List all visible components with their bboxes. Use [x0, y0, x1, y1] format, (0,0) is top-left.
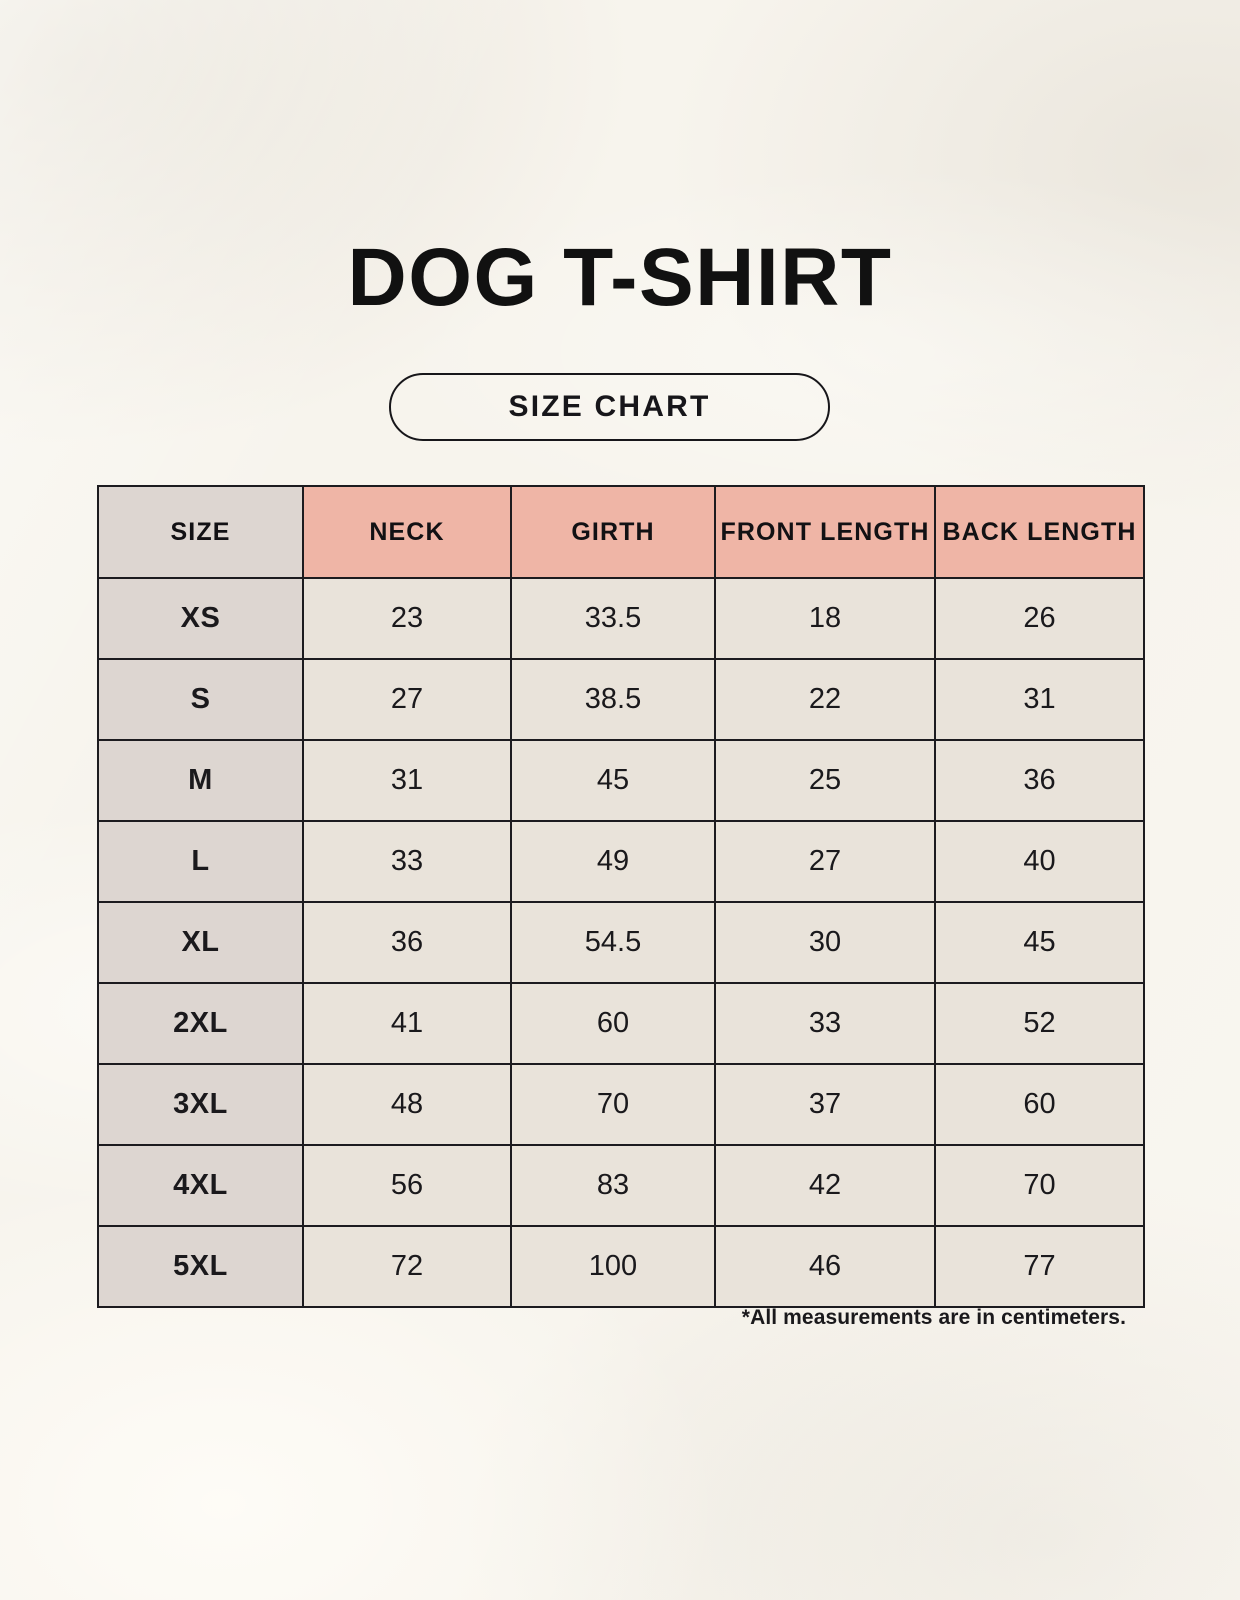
column-header-back-length: BACK LENGTH	[934, 485, 1145, 579]
cell-front-length: 46	[714, 1225, 936, 1308]
table-row: XL 36 54.5 30 45	[97, 901, 1145, 984]
cell-size: 3XL	[97, 1063, 304, 1146]
cell-front-length: 33	[714, 982, 936, 1065]
cell-neck: 48	[302, 1063, 512, 1146]
cell-front-length: 27	[714, 820, 936, 903]
cell-size: XS	[97, 577, 304, 660]
cell-neck: 33	[302, 820, 512, 903]
cell-girth: 100	[510, 1225, 716, 1308]
column-header-size: SIZE	[97, 485, 304, 579]
cell-neck: 41	[302, 982, 512, 1065]
cell-front-length: 25	[714, 739, 936, 822]
table-body: XS 23 33.5 18 26 S 27 38.5 22 31 M 31 45…	[97, 577, 1145, 1308]
cell-size: 2XL	[97, 982, 304, 1065]
cell-back-length: 40	[934, 820, 1145, 903]
cell-size: 5XL	[97, 1225, 304, 1308]
cell-girth: 54.5	[510, 901, 716, 984]
cell-front-length: 30	[714, 901, 936, 984]
size-chart-table: SIZE NECK GIRTH FRONT LENGTH BACK LENGTH…	[97, 485, 1145, 1308]
cell-front-length: 42	[714, 1144, 936, 1227]
cell-size: XL	[97, 901, 304, 984]
cell-size: L	[97, 820, 304, 903]
cell-front-length: 18	[714, 577, 936, 660]
cell-girth: 45	[510, 739, 716, 822]
cell-front-length: 37	[714, 1063, 936, 1146]
table-row: M 31 45 25 36	[97, 739, 1145, 822]
cell-neck: 56	[302, 1144, 512, 1227]
cell-girth: 33.5	[510, 577, 716, 660]
cell-back-length: 31	[934, 658, 1145, 741]
cell-girth: 70	[510, 1063, 716, 1146]
cell-size: S	[97, 658, 304, 741]
table-row: 2XL 41 60 33 52	[97, 982, 1145, 1065]
cell-neck: 72	[302, 1225, 512, 1308]
table-row: L 33 49 27 40	[97, 820, 1145, 903]
cell-size: M	[97, 739, 304, 822]
size-chart-badge-label: SIZE CHART	[508, 390, 711, 423]
cell-neck: 31	[302, 739, 512, 822]
column-header-front-length: FRONT LENGTH	[714, 485, 936, 579]
table-row: S 27 38.5 22 31	[97, 658, 1145, 741]
table-row: 4XL 56 83 42 70	[97, 1144, 1145, 1227]
cell-back-length: 52	[934, 982, 1145, 1065]
cell-back-length: 36	[934, 739, 1145, 822]
column-header-neck: NECK	[302, 485, 512, 579]
cell-back-length: 45	[934, 901, 1145, 984]
cell-back-length: 26	[934, 577, 1145, 660]
table-header-row: SIZE NECK GIRTH FRONT LENGTH BACK LENGTH	[97, 485, 1145, 579]
cell-girth: 49	[510, 820, 716, 903]
cell-girth: 60	[510, 982, 716, 1065]
cell-size: 4XL	[97, 1144, 304, 1227]
cell-neck: 23	[302, 577, 512, 660]
page-title: DOG T-SHIRT	[347, 232, 893, 323]
cell-girth: 38.5	[510, 658, 716, 741]
cell-back-length: 70	[934, 1144, 1145, 1227]
table-row: 5XL 72 100 46 77	[97, 1225, 1145, 1308]
column-header-girth: GIRTH	[510, 485, 716, 579]
cell-front-length: 22	[714, 658, 936, 741]
cell-neck: 36	[302, 901, 512, 984]
cell-back-length: 60	[934, 1063, 1145, 1146]
cell-back-length: 77	[934, 1225, 1145, 1308]
table-row: XS 23 33.5 18 26	[97, 577, 1145, 660]
cell-girth: 83	[510, 1144, 716, 1227]
size-chart-badge: SIZE CHART	[389, 373, 830, 441]
table-row: 3XL 48 70 37 60	[97, 1063, 1145, 1146]
measurement-unit-note: *All measurements are in centimeters.	[741, 1306, 1126, 1329]
cell-neck: 27	[302, 658, 512, 741]
